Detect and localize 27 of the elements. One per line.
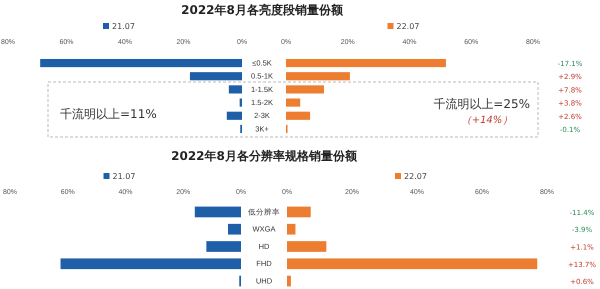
bar — [287, 206, 311, 218]
chart-title: 2022年8月各分辨率规格销量份额 — [171, 149, 358, 163]
bar — [190, 72, 242, 80]
annotation: 千流明以上=11% — [60, 107, 157, 121]
bar — [286, 98, 300, 107]
legend-label: 21.07 — [112, 172, 136, 181]
bar — [40, 58, 242, 68]
legend-label: 22.07 — [404, 172, 427, 181]
bar — [226, 112, 242, 120]
bar — [287, 224, 296, 235]
bar — [287, 258, 538, 270]
bar — [228, 224, 241, 235]
annotation: 千流明以上=25% — [433, 97, 530, 111]
bar — [194, 206, 241, 218]
legend-label: 21.07 — [112, 22, 135, 31]
bar — [206, 241, 241, 252]
bar — [286, 58, 446, 68]
annotation: （+14%） — [462, 115, 512, 126]
bar — [286, 85, 324, 94]
bar — [286, 72, 350, 80]
bar — [286, 112, 310, 120]
bar — [228, 85, 242, 94]
bar — [287, 276, 291, 286]
chart-title: 2022年8月各亮度段销量份额 — [181, 3, 344, 17]
legend-label: 22.07 — [396, 22, 420, 31]
bar — [287, 241, 326, 252]
bar — [60, 258, 241, 270]
